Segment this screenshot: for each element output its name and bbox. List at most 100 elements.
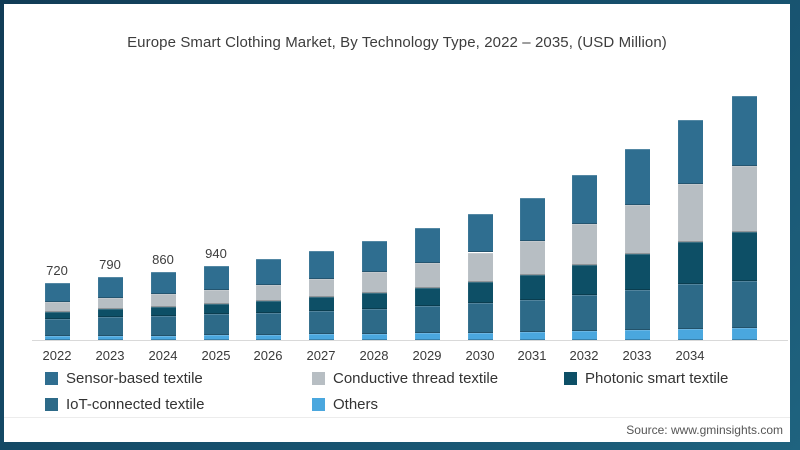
x-tick-label-2027: 2027 (306, 348, 336, 363)
bar-segment-photonic-smart-textile-2027 (308, 297, 334, 311)
legend-swatch-icon (312, 397, 325, 411)
legend-swatch-icon (564, 371, 577, 385)
x-tick-label-2025: 2025 (201, 348, 231, 363)
bar-segment-photonic-smart-textile-2034 (677, 241, 703, 285)
bar-segment-sensor-based-textile-2030 (467, 214, 493, 253)
bar-segment-iot-connected-textile-2022 (44, 318, 70, 337)
bar-total-label-2024: 860 (152, 251, 174, 267)
bar-segment-iot-connected-textile-2026 (255, 312, 281, 335)
legend-item-iot-connected-textile: IoT-connected textile (45, 395, 205, 413)
bar-segment-others-2023 (97, 335, 123, 340)
bar-segment-iot-connected-textile-2028 (361, 308, 387, 335)
bar-segment-iot-connected-textile-2034 (677, 284, 703, 329)
bar-segment-conductive-thread-textile-2030 (467, 252, 493, 282)
footer-divider (4, 417, 790, 418)
bar-segment-conductive-thread-textile-2025 (203, 289, 229, 304)
legend-item-conductive-thread-textile: Conductive thread textile (312, 369, 499, 387)
bar-segment-others-2030 (467, 332, 493, 340)
x-tick-label-2024: 2024 (148, 348, 178, 363)
bar-segment-sensor-based-textile-2033 (624, 149, 650, 206)
bar-segment-others-2032 (571, 331, 597, 340)
bar-segment-conductive-thread-textile-2029 (414, 262, 440, 288)
bar-segment-iot-connected-textile-2033 (624, 289, 650, 330)
x-tick-label-2029: 2029 (412, 348, 442, 363)
bar-segment-sensor-based-textile-2023 (97, 277, 123, 299)
bar-segment-photonic-smart-textile-2030 (467, 281, 493, 303)
bar-segment-sensor-based-textile-2032 (571, 175, 597, 225)
legend-label: Others (333, 395, 379, 413)
bar-segment-photonic-smart-textile-2022 (44, 311, 70, 319)
bar-segment-photonic-smart-textile-2023 (97, 308, 123, 318)
bar-segment-others-2034 (677, 328, 703, 340)
bar-segment-iot-connected-textile-2032 (571, 294, 597, 332)
bar-segment-others-2024 (150, 335, 176, 340)
bar-segment-conductive-thread-textile-2034 (677, 183, 703, 242)
bar-segment-others-2027 (308, 334, 334, 340)
bar-total-label-2022: 720 (46, 262, 68, 278)
legend-label: IoT-connected textile (66, 395, 205, 413)
bar-segment-others-2022 (44, 336, 70, 340)
bar-segment-sensor-based-textile-2022 (44, 282, 70, 302)
legend-swatch-icon (45, 371, 58, 385)
bar-segment-sensor-based-textile-2025 (203, 265, 229, 290)
bar-segment-conductive-thread-textile-2035 (731, 166, 757, 233)
x-tick-label-2031: 2031 (517, 348, 547, 363)
x-tick-label-2032: 2032 (569, 348, 599, 363)
legend-item-photonic-smart-textile: Photonic smart textile (564, 369, 729, 387)
bar-segment-sensor-based-textile-2026 (255, 259, 281, 285)
bar-segment-photonic-smart-textile-2029 (414, 287, 440, 307)
legend-label: Sensor-based textile (66, 369, 203, 387)
bar-segment-iot-connected-textile-2023 (97, 317, 123, 336)
bar-segment-sensor-based-textile-2027 (308, 250, 334, 279)
bar-segment-others-2033 (624, 329, 650, 340)
bar-segment-others-2031 (519, 332, 545, 340)
bar-segment-conductive-thread-textile-2032 (571, 224, 597, 265)
bar-segment-iot-connected-textile-2030 (467, 302, 493, 333)
bar-segment-conductive-thread-textile-2023 (97, 298, 123, 309)
bar-segment-photonic-smart-textile-2026 (255, 301, 281, 313)
bar-segment-sensor-based-textile-2024 (150, 271, 176, 295)
x-tick-label-2022: 2022 (42, 348, 72, 363)
plot-area: 720 2022 790 2023 860 2024 940 2025 2026 2027 2028… (4, 4, 790, 442)
bar-segment-conductive-thread-textile-2026 (255, 284, 281, 302)
bar-segment-iot-connected-textile-2024 (150, 315, 176, 336)
bar-segment-sensor-based-textile-2028 (361, 241, 387, 272)
x-tick-label-2034: 2034 (675, 348, 705, 363)
legend-swatch-icon (312, 371, 325, 385)
legend-item-others: Others (312, 395, 379, 413)
bar-segment-others-2025 (203, 335, 229, 340)
bar-segment-photonic-smart-textile-2028 (361, 293, 387, 309)
bar-segment-iot-connected-textile-2025 (203, 314, 229, 336)
x-axis-line (32, 340, 788, 341)
bar-segment-conductive-thread-textile-2022 (44, 302, 70, 312)
bar-segment-iot-connected-textile-2035 (731, 280, 757, 328)
x-tick-label-2030: 2030 (465, 348, 495, 363)
bar-segment-iot-connected-textile-2031 (519, 299, 545, 333)
legend-swatch-icon (45, 397, 58, 411)
bar-segment-sensor-based-textile-2034 (677, 119, 703, 184)
bar-segment-photonic-smart-textile-2035 (731, 232, 757, 281)
source-attribution: Source: www.gminsights.com (626, 423, 783, 437)
bar-segment-photonic-smart-textile-2033 (624, 254, 650, 290)
legend-item-sensor-based-textile: Sensor-based textile (45, 369, 203, 387)
x-tick-label-2023: 2023 (95, 348, 125, 363)
x-tick-label-2028: 2028 (359, 348, 389, 363)
x-tick-label-2033: 2033 (622, 348, 652, 363)
bar-segment-conductive-thread-textile-2024 (150, 294, 176, 307)
bar-segment-photonic-smart-textile-2032 (571, 265, 597, 295)
bar-segment-iot-connected-textile-2029 (414, 306, 440, 334)
bar-segment-photonic-smart-textile-2025 (203, 303, 229, 315)
bar-segment-conductive-thread-textile-2031 (519, 240, 545, 275)
legend-label: Conductive thread textile (333, 369, 499, 387)
bar-segment-photonic-smart-textile-2024 (150, 306, 176, 316)
bar-segment-photonic-smart-textile-2031 (519, 274, 545, 300)
legend-label: Photonic smart textile (585, 369, 729, 387)
bar-segment-others-2029 (414, 333, 440, 340)
bar-total-label-2023: 790 (99, 257, 121, 273)
x-tick-label-2026: 2026 (253, 348, 283, 363)
bar-segment-iot-connected-textile-2027 (308, 310, 334, 335)
bar-total-label-2025: 940 (205, 245, 227, 261)
bar-segment-conductive-thread-textile-2033 (624, 205, 650, 254)
bar-segment-others-2026 (255, 334, 281, 340)
